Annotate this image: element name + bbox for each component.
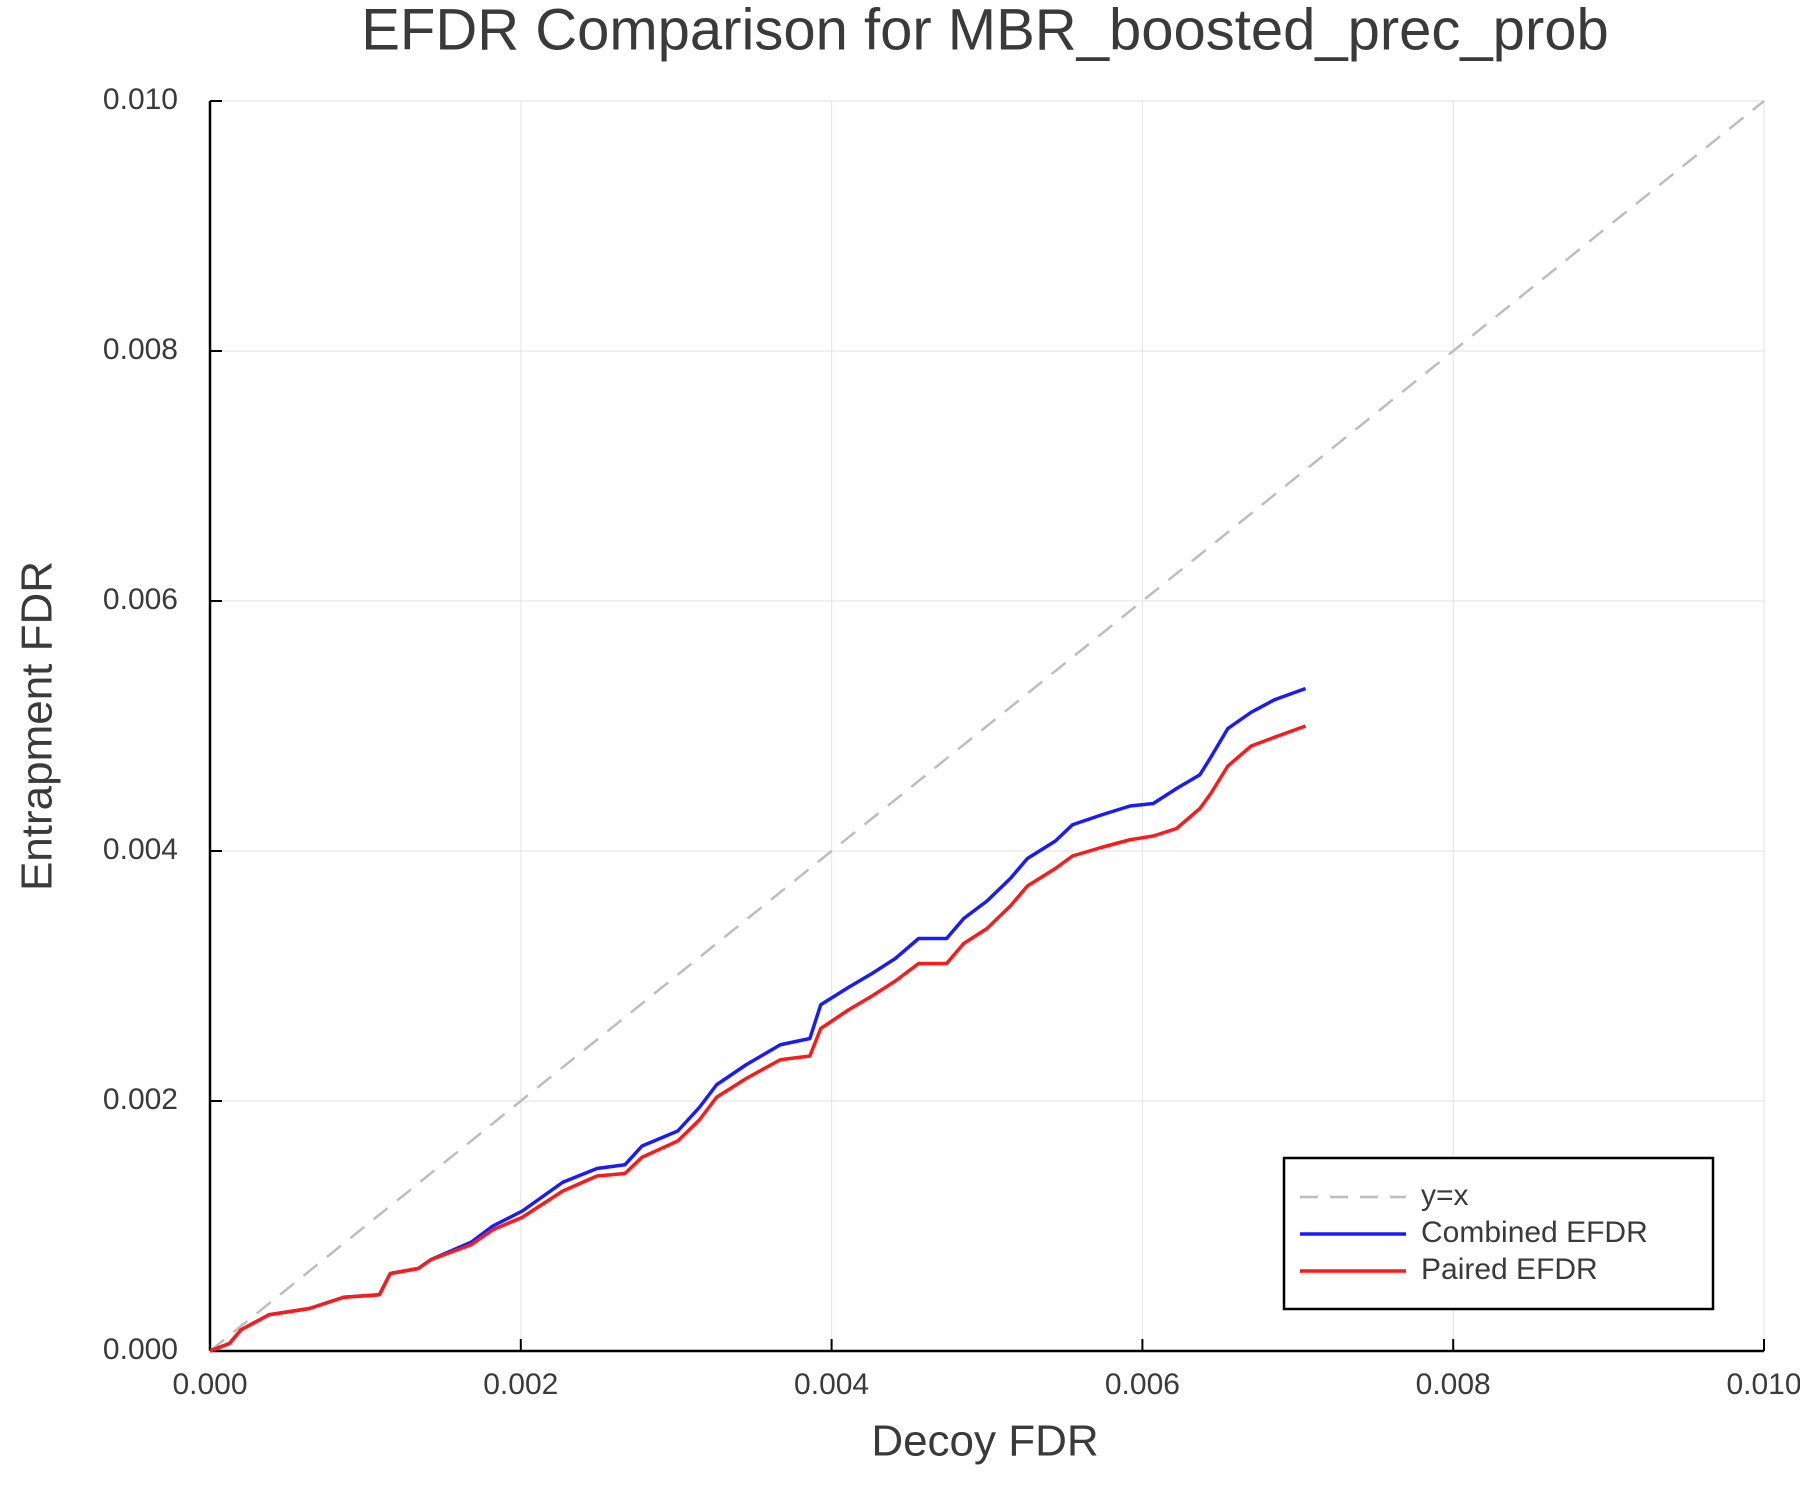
legend-label: Combined EFDR — [1421, 1216, 1648, 1249]
series-line — [209, 686, 1307, 1353]
y-tick-label: 0.008 — [103, 333, 178, 366]
legend-label: Paired EFDR — [1421, 1253, 1598, 1286]
y-tick-label: 0.002 — [103, 1083, 178, 1116]
legend: y=x Combined EFDR Paired EFDR — [1282, 1156, 1715, 1311]
y-tick-label: 0.004 — [103, 833, 178, 866]
x-tick-label: 0.008 — [1416, 1368, 1491, 1401]
chart-title: EFDR Comparison for MBR_boosted_prec_pro… — [361, 0, 1609, 62]
y-axis-label: Entrapment FDR — [13, 561, 62, 891]
series-line — [209, 724, 1307, 1353]
x-tick-label: 0.002 — [483, 1368, 558, 1401]
x-tick-label: 0.010 — [1726, 1368, 1800, 1401]
x-tick-label: 0.006 — [1105, 1368, 1180, 1401]
series-line — [209, 100, 1765, 1352]
x-tick-label: 0.000 — [172, 1368, 247, 1401]
y-tick-label: 0.000 — [103, 1333, 178, 1366]
y-tick-label: 0.010 — [103, 83, 178, 116]
legend-label: y=x — [1421, 1179, 1469, 1212]
x-axis-label: Decoy FDR — [871, 1417, 1098, 1466]
y-tick-label: 0.006 — [103, 583, 178, 616]
x-tick-label: 0.004 — [794, 1368, 869, 1401]
